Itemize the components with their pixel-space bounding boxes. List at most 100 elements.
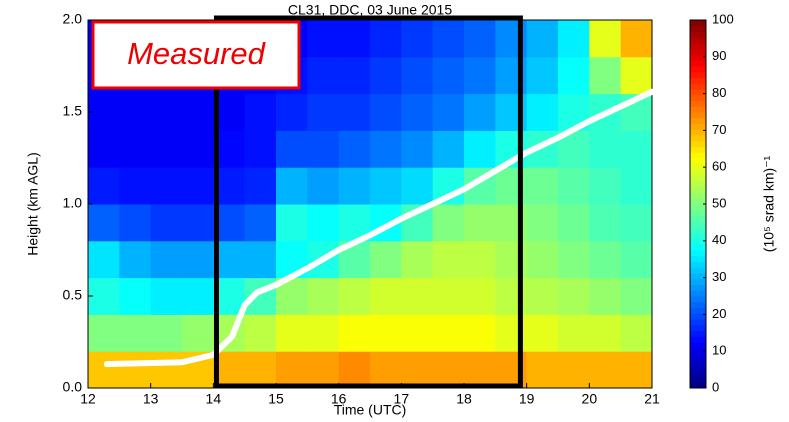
- heatmap-cell: [464, 351, 496, 389]
- heatmap-cell: [307, 20, 340, 58]
- heatmap-cell: [370, 351, 402, 389]
- colorbar-tick-label: 0: [712, 379, 719, 394]
- heatmap-cell: [182, 93, 214, 131]
- heatmap-cell: [464, 56, 496, 95]
- colorbar-swatch: [690, 146, 706, 153]
- x-tick-label: 20: [582, 391, 598, 407]
- colorbar-swatch: [690, 135, 706, 142]
- heatmap-cell: [432, 204, 465, 242]
- heatmap-cell: [338, 351, 371, 389]
- heatmap-cell: [150, 167, 183, 205]
- heatmap-cell: [88, 277, 120, 315]
- heatmap-cell: [182, 240, 214, 279]
- heatmap-cell: [307, 167, 340, 205]
- y-tick-label: 0.0: [63, 379, 83, 395]
- heatmap-cell: [88, 93, 120, 131]
- heatmap-cell: [589, 130, 622, 168]
- colorbar-swatch: [690, 244, 706, 251]
- heatmap-cell: [370, 130, 402, 168]
- heatmap-cell: [589, 167, 622, 205]
- heatmap-cell: [119, 93, 152, 131]
- heatmap-cell: [370, 314, 402, 352]
- colorbar-swatch: [690, 48, 706, 55]
- colorbar-swatch: [690, 382, 706, 389]
- heatmap-cell: [526, 167, 559, 205]
- y-tick-label: 1.0: [63, 195, 83, 211]
- colorbar-swatch: [690, 20, 706, 27]
- heatmap-cell: [401, 167, 434, 205]
- heatmap-cell: [119, 314, 152, 352]
- colorbar-swatch: [690, 330, 706, 337]
- annotation: Measured: [127, 36, 267, 71]
- heatmap-cell: [88, 167, 120, 205]
- x-tick-label: 16: [331, 391, 347, 407]
- heatmap-cell: [589, 351, 622, 389]
- heatmap-cell: [370, 240, 402, 279]
- colorbar-swatch: [690, 158, 706, 165]
- y-axis-label: Height (km AGL): [25, 152, 41, 255]
- heatmap-cell: [244, 204, 277, 242]
- heatmap-cell: [401, 130, 434, 168]
- heatmap-cell: [307, 56, 340, 95]
- colorbar-swatch: [690, 83, 706, 90]
- colorbar-swatch: [690, 238, 706, 245]
- colorbar-swatch: [690, 204, 706, 211]
- colorbar-swatch: [690, 112, 706, 119]
- colorbar-swatch: [690, 359, 706, 366]
- heatmap-cell: [276, 167, 308, 205]
- x-tick-label: 21: [644, 391, 660, 407]
- heatmap-cell: [526, 20, 559, 58]
- colorbar-swatch: [690, 290, 706, 297]
- heatmap-cell: [589, 20, 622, 58]
- heatmap-cell: [244, 351, 277, 389]
- heatmap-cell: [401, 240, 434, 279]
- colorbar-swatch: [690, 123, 706, 130]
- heatmap-cell: [88, 130, 120, 168]
- x-tick-label: 13: [143, 391, 159, 407]
- colorbar-swatch: [690, 342, 706, 349]
- heatmap-cell: [307, 314, 340, 352]
- heatmap-cell: [150, 314, 183, 352]
- heatmap-cell: [338, 314, 371, 352]
- boundary-layer-line: [103, 88, 655, 368]
- heatmap-cell: [620, 204, 653, 242]
- heatmap-cell: [182, 314, 214, 352]
- colorbar-swatch: [690, 353, 706, 360]
- colorbar-swatch: [690, 336, 706, 343]
- x-axis-label: Time (UTC): [334, 402, 407, 418]
- heatmap-cell: [464, 204, 496, 242]
- colorbar-swatch: [690, 129, 706, 136]
- heatmap-cell: [150, 240, 183, 279]
- colorbar-swatch: [690, 250, 706, 257]
- colorbar-swatch: [690, 376, 706, 383]
- heatmap-cell: [244, 93, 277, 131]
- heatmap-cell: [589, 277, 622, 315]
- colorbar-swatch: [690, 43, 706, 50]
- heatmap-cell: [589, 56, 622, 95]
- heatmap-cell: [526, 240, 559, 279]
- heatmap-cell: [620, 351, 653, 389]
- colorbar-label: (10⁵ srad km)⁻¹: [761, 155, 777, 252]
- colorbar-swatch: [690, 215, 706, 222]
- heatmap-cell: [401, 20, 434, 58]
- heatmap-cell: [370, 93, 402, 131]
- heatmap-cell: [432, 130, 465, 168]
- colorbar-swatch: [690, 273, 706, 280]
- heatmap-cell: [558, 314, 590, 352]
- heatmap-cell: [558, 20, 590, 58]
- colorbar-tick-label: 80: [712, 85, 726, 100]
- heatmap-cell: [370, 56, 402, 95]
- heatmap-cell: [526, 277, 559, 315]
- heatmap-cell: [589, 240, 622, 279]
- heatmap-cell: [88, 351, 120, 389]
- chart-title: CL31, DDC, 03 June 2015: [288, 2, 452, 18]
- heatmap-cell: [370, 20, 402, 58]
- colorbar-swatch: [690, 209, 706, 216]
- heatmap-cell: [589, 314, 622, 352]
- colorbar-swatch: [690, 77, 706, 84]
- colorbar-swatch: [690, 66, 706, 73]
- heatmap-cell: [401, 277, 434, 315]
- heatmap-cell: [150, 351, 183, 389]
- x-tick-label: 12: [80, 391, 96, 407]
- heatmap-cell: [558, 277, 590, 315]
